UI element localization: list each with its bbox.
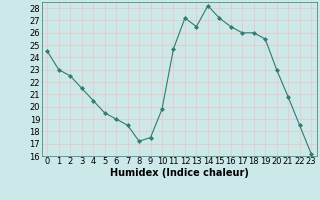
X-axis label: Humidex (Indice chaleur): Humidex (Indice chaleur) xyxy=(110,168,249,178)
